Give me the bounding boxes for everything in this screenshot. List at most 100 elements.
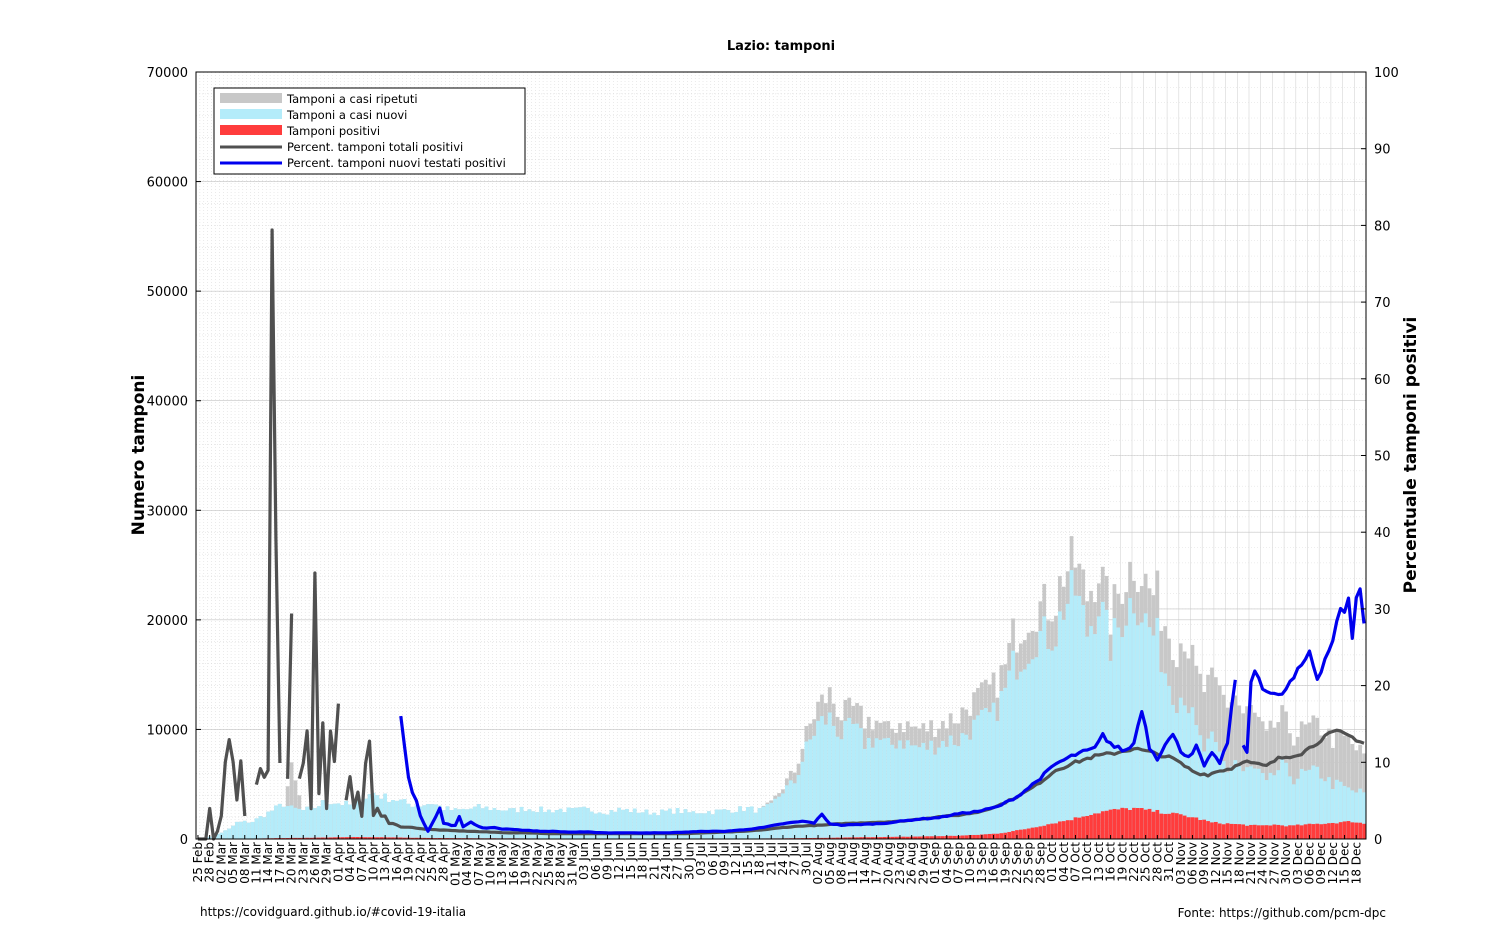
bar-positivi — [1331, 822, 1335, 839]
bar-nuovi — [929, 740, 933, 839]
bar-nuovi — [1007, 670, 1011, 839]
x-tick-label: 06 Dec — [1303, 842, 1317, 884]
y-tick-label: 10000 — [147, 723, 188, 738]
bar-positivi — [1050, 823, 1054, 839]
bar-positivi — [1073, 817, 1078, 839]
x-tick-label: 29 Aug — [916, 842, 930, 885]
bar-nuovi — [1319, 778, 1323, 839]
bar-positivi — [402, 837, 407, 839]
x-tick-label: 15 Nov — [1221, 842, 1235, 885]
bar-positivi — [1319, 824, 1323, 839]
x-tick-label: 28 Oct — [1150, 842, 1164, 882]
x-tick-label: 08 Mar — [238, 842, 252, 884]
bar-nuovi — [1253, 768, 1257, 839]
bar-nuovi — [917, 747, 922, 839]
bar-positivi — [937, 836, 941, 839]
bar-nuovi — [785, 785, 789, 839]
legend: Tamponi a casi ripetuti Tamponi a casi n… — [213, 87, 526, 175]
y2-tick-label: 20 — [1374, 680, 1391, 695]
bar-positivi — [1108, 809, 1113, 839]
bar-nuovi — [574, 807, 579, 839]
x-tick-label: 19 Apr — [402, 842, 416, 882]
bar-nuovi — [289, 805, 294, 839]
bar-positivi — [831, 837, 836, 839]
y2-tick-label: 40 — [1374, 526, 1391, 541]
bar-nuovi — [278, 803, 282, 839]
bar-nuovi — [570, 808, 575, 839]
bar-nuovi — [937, 747, 941, 839]
x-tick-label: 29 Mar — [320, 842, 334, 884]
bar-positivi — [1225, 823, 1230, 839]
bar-nuovi — [1264, 780, 1269, 839]
bar-nuovi — [941, 740, 945, 839]
bar-nuovi — [554, 810, 559, 839]
x-tick-label: 19 Oct — [1115, 842, 1129, 882]
bar-nuovi — [870, 747, 875, 839]
bar-nuovi — [239, 821, 243, 839]
bar-positivi — [1295, 824, 1300, 839]
x-tick-label: 23 Mar — [296, 842, 310, 884]
bar-nuovi — [1108, 660, 1113, 839]
bar-nuovi — [847, 717, 852, 839]
bar-nuovi — [960, 733, 965, 839]
bar-positivi — [1217, 823, 1222, 839]
bar-positivi — [332, 837, 337, 839]
bar-positivi — [1120, 807, 1125, 839]
bar-nuovi — [866, 737, 871, 839]
bar-nuovi — [777, 796, 781, 839]
x-tick-label: 04 Apr — [343, 842, 357, 882]
x-tick-label: 18 Jul — [753, 842, 767, 876]
bar-nuovi — [590, 811, 594, 839]
x-tick-label: 28 Feb — [203, 842, 217, 882]
bar-positivi — [878, 837, 883, 839]
bar-nuovi — [231, 825, 235, 839]
bar-nuovi — [707, 811, 711, 839]
y-tick-label: 0 — [180, 833, 188, 848]
bar-nuovi — [710, 814, 715, 839]
bar-positivi — [976, 834, 980, 839]
x-tick-label: 03 Jun — [577, 842, 591, 880]
bar-positivi — [1307, 823, 1312, 839]
bar-nuovi — [882, 738, 887, 839]
x-tick-label: 17 Aug — [870, 842, 884, 885]
x-tick-label: 19 May — [519, 842, 533, 886]
y-tick-label: 70000 — [147, 66, 188, 81]
bar-nuovi — [991, 702, 996, 839]
bar-nuovi — [804, 741, 809, 839]
bar-positivi — [340, 837, 345, 839]
bar-positivi — [1065, 820, 1070, 839]
bar-positivi — [1354, 822, 1359, 839]
bar-positivi — [929, 836, 933, 839]
bar-nuovi — [773, 798, 777, 839]
bar-positivi — [1042, 825, 1047, 839]
x-tick-label: 27 Jun — [671, 842, 685, 880]
bar-nuovi — [668, 808, 672, 839]
bar-nuovi — [812, 735, 816, 839]
bar-positivi — [1061, 821, 1066, 839]
bar-nuovi — [835, 736, 840, 839]
bar-nuovi — [523, 811, 528, 839]
bar-positivi — [1229, 823, 1234, 839]
y2-tick-label: 30 — [1374, 603, 1391, 618]
x-tick-label: 20 Aug — [881, 842, 895, 885]
y-tick-label: 50000 — [147, 285, 188, 300]
bar-positivi — [882, 836, 887, 839]
bar-nuovi — [562, 812, 567, 839]
bar-positivi — [902, 836, 906, 839]
y-tick-label: 30000 — [147, 504, 188, 519]
bar-nuovi — [734, 811, 738, 839]
bar-positivi — [1358, 822, 1362, 839]
bar-positivi — [1350, 822, 1355, 839]
bar-positivi — [983, 834, 988, 839]
legend-swatch-positivi — [220, 125, 282, 135]
bar-positivi — [870, 837, 875, 839]
bar-positivi — [297, 837, 302, 839]
bar-positivi — [1303, 824, 1308, 839]
bar-positivi — [835, 837, 840, 839]
bar-positivi — [1288, 825, 1292, 839]
bar-nuovi — [519, 806, 524, 839]
bar-nuovi — [1280, 758, 1284, 839]
bar-positivi — [866, 837, 871, 839]
bar-positivi — [1097, 813, 1101, 839]
bar-nuovi — [948, 735, 953, 839]
